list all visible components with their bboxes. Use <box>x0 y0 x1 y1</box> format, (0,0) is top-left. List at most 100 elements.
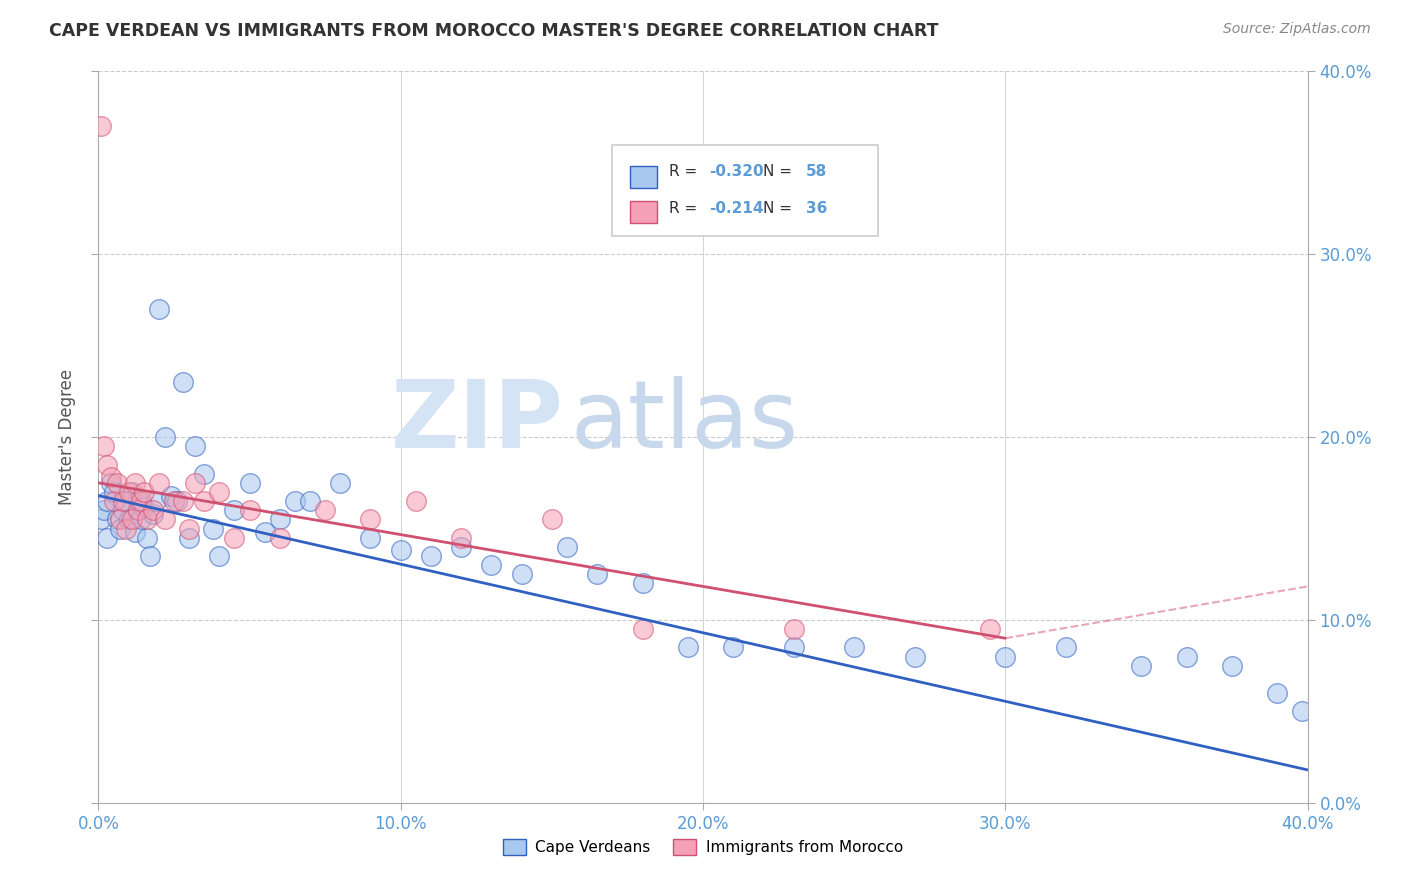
Point <box>145 494 167 508</box>
Point <box>389 543 412 558</box>
Point <box>172 494 194 508</box>
Point <box>100 475 122 490</box>
Point <box>299 494 322 508</box>
Point <box>118 512 141 526</box>
Y-axis label: Master's Degree: Master's Degree <box>58 369 76 505</box>
Point <box>555 540 578 554</box>
Point <box>994 649 1017 664</box>
Text: Source: ZipAtlas.com: Source: ZipAtlas.com <box>1223 22 1371 37</box>
Point <box>1267 686 1289 700</box>
Point <box>132 500 155 514</box>
FancyBboxPatch shape <box>630 166 657 188</box>
Point <box>121 512 143 526</box>
Point <box>163 494 186 508</box>
Point <box>208 549 231 563</box>
Point <box>124 475 146 490</box>
Point <box>586 567 609 582</box>
Point <box>284 494 307 508</box>
Point <box>96 531 118 545</box>
Point <box>481 558 503 573</box>
Point <box>129 494 152 508</box>
Point <box>631 576 654 591</box>
Point <box>1220 658 1243 673</box>
Point <box>179 531 201 545</box>
Point <box>239 475 262 490</box>
Point <box>114 494 136 508</box>
Point <box>360 512 382 526</box>
Point <box>510 567 533 582</box>
Text: 58: 58 <box>806 164 827 179</box>
Point <box>540 512 562 526</box>
Point <box>127 503 149 517</box>
Point <box>420 549 443 563</box>
Text: N =: N = <box>763 164 797 179</box>
Point <box>723 640 745 655</box>
Point <box>314 503 336 517</box>
Point <box>139 549 162 563</box>
Point <box>166 494 188 508</box>
Point <box>253 525 276 540</box>
Point <box>329 475 352 490</box>
Point <box>108 521 131 535</box>
Point <box>1291 705 1313 719</box>
Point <box>129 512 152 526</box>
Point <box>135 531 157 545</box>
Point <box>844 640 866 655</box>
Point <box>208 485 231 500</box>
Point <box>224 503 246 517</box>
Text: atlas: atlas <box>569 376 799 468</box>
Point <box>105 512 128 526</box>
Point <box>179 521 201 535</box>
Point <box>1130 658 1153 673</box>
Point <box>405 494 427 508</box>
Point <box>111 503 134 517</box>
Point <box>148 475 170 490</box>
Point <box>148 301 170 317</box>
Point <box>121 485 143 500</box>
Point <box>1175 649 1198 664</box>
Point <box>127 494 149 508</box>
Point <box>269 512 291 526</box>
Point <box>124 525 146 540</box>
Point <box>184 439 207 453</box>
Point <box>224 531 246 545</box>
Text: CAPE VERDEAN VS IMMIGRANTS FROM MOROCCO MASTER'S DEGREE CORRELATION CHART: CAPE VERDEAN VS IMMIGRANTS FROM MOROCCO … <box>49 22 939 40</box>
Point <box>450 531 472 545</box>
Point <box>193 494 215 508</box>
Point <box>100 470 122 484</box>
Point <box>1054 640 1077 655</box>
Legend: Cape Verdeans, Immigrants from Morocco: Cape Verdeans, Immigrants from Morocco <box>498 833 908 861</box>
Point <box>132 485 155 500</box>
Point <box>111 494 134 508</box>
Point <box>90 120 112 134</box>
Text: R =: R = <box>669 164 702 179</box>
Point <box>202 521 225 535</box>
Point <box>631 622 654 636</box>
Point <box>172 375 194 389</box>
FancyBboxPatch shape <box>613 145 879 235</box>
Point <box>153 512 176 526</box>
Point <box>676 640 699 655</box>
Point <box>96 494 118 508</box>
Point <box>360 531 382 545</box>
Point <box>239 503 262 517</box>
Point <box>135 512 157 526</box>
Text: -0.214: -0.214 <box>709 201 763 216</box>
Text: 36: 36 <box>806 201 827 216</box>
Point <box>105 475 128 490</box>
Point <box>93 503 115 517</box>
Point <box>979 622 1001 636</box>
Point <box>118 485 141 500</box>
Point <box>103 494 125 508</box>
Point <box>450 540 472 554</box>
Point <box>93 439 115 453</box>
Text: ZIP: ZIP <box>391 376 564 468</box>
Point <box>90 512 112 526</box>
Point <box>193 467 215 481</box>
Text: N =: N = <box>763 201 797 216</box>
Point <box>142 507 165 521</box>
Point <box>108 512 131 526</box>
Point <box>184 475 207 490</box>
Text: -0.320: -0.320 <box>709 164 763 179</box>
Point <box>783 622 806 636</box>
